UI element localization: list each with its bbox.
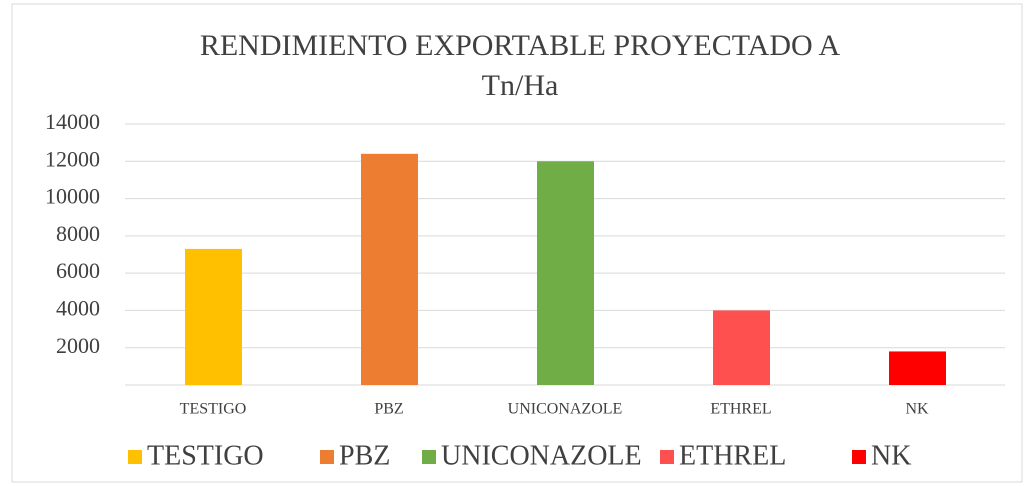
bar xyxy=(713,310,770,385)
chart-title: Tn/Ha xyxy=(482,69,559,102)
bar xyxy=(537,161,594,385)
y-tick-label: 6000 xyxy=(56,258,100,283)
chart-border xyxy=(11,3,1023,483)
y-tick-label: 14000 xyxy=(45,109,100,134)
legend-swatch xyxy=(320,450,334,464)
x-tick-label: PBZ xyxy=(374,401,403,418)
y-tick-label: 10000 xyxy=(45,184,100,209)
bar xyxy=(185,248,242,385)
chart-title: RENDIMIENTO EXPORTABLE PROYECTADO A xyxy=(200,29,841,62)
x-tick-label: TESTIGO xyxy=(180,401,247,418)
legend-label: PBZ xyxy=(339,440,390,471)
y-tick-label: 12000 xyxy=(45,146,100,171)
legend-swatch xyxy=(422,450,436,464)
legend-label: UNICONAZOLE xyxy=(441,440,642,471)
bar xyxy=(361,153,418,385)
x-tick-label: NK xyxy=(905,401,929,418)
legend-swatch xyxy=(852,450,866,464)
legend-label: NK xyxy=(871,440,911,471)
y-tick-label: 2000 xyxy=(56,333,100,358)
legend-label: TESTIGO xyxy=(147,440,264,471)
y-tick-label: 4000 xyxy=(56,295,100,320)
x-tick-label: ETHREL xyxy=(710,401,771,418)
x-tick-label: UNICONAZOLE xyxy=(508,401,623,418)
legend-label: ETHREL xyxy=(679,440,786,471)
bar xyxy=(889,351,946,385)
legend-swatch xyxy=(128,450,142,464)
legend-swatch xyxy=(660,450,674,464)
y-tick-label: 8000 xyxy=(56,221,100,246)
